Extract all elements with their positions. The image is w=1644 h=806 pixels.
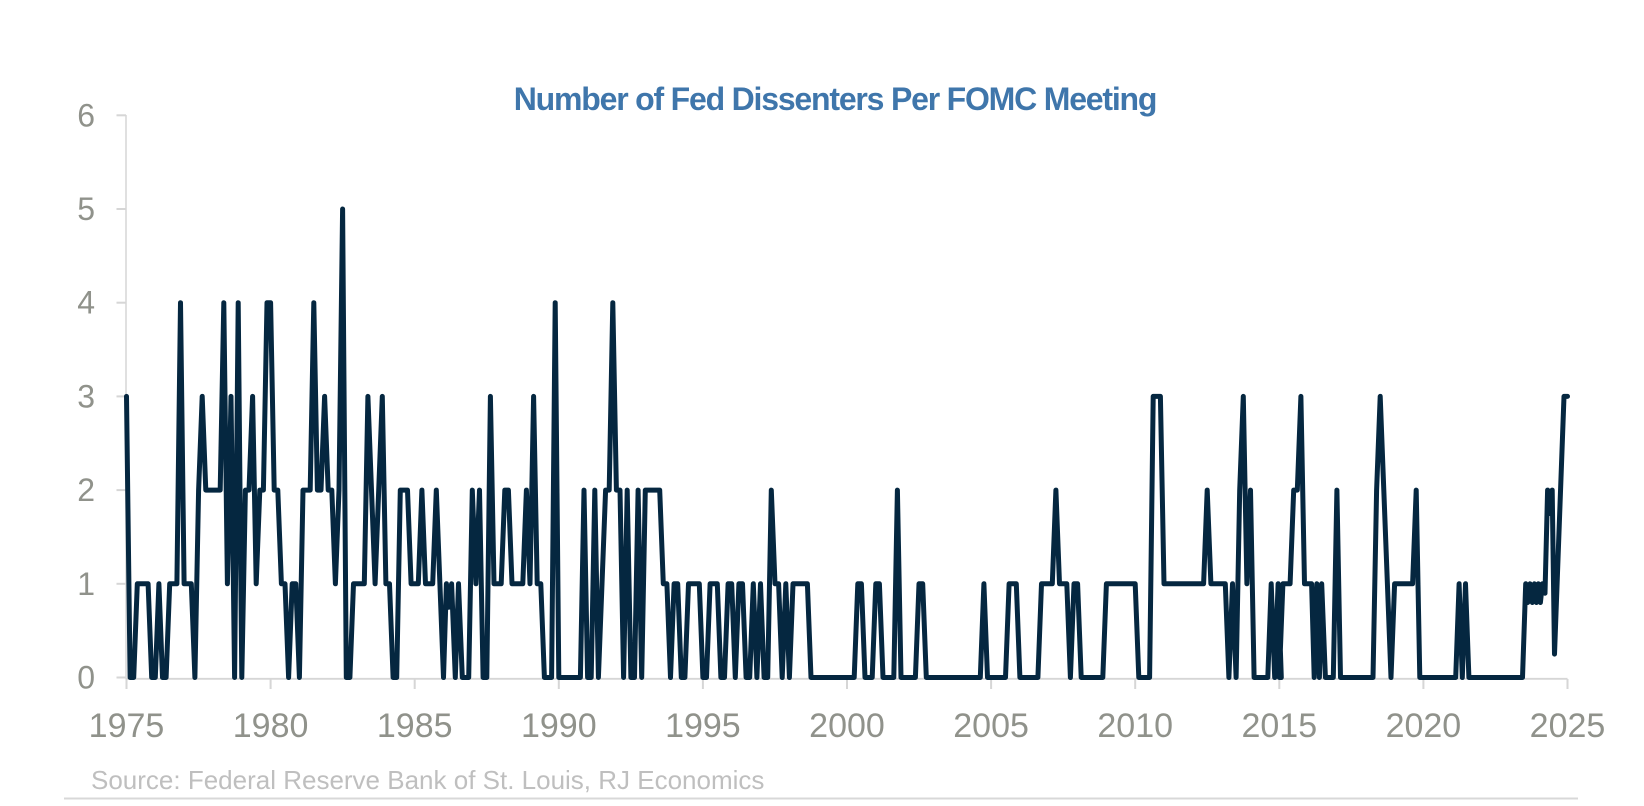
svg-text:1990: 1990 — [521, 707, 597, 745]
svg-text:6: 6 — [77, 97, 95, 133]
svg-text:2015: 2015 — [1241, 707, 1317, 745]
svg-text:2005: 2005 — [953, 707, 1029, 745]
svg-text:2020: 2020 — [1386, 707, 1462, 745]
svg-text:4: 4 — [77, 285, 95, 321]
svg-text:3: 3 — [77, 378, 95, 414]
svg-text:Number of Fed Dissenters Per F: Number of Fed Dissenters Per FOMC Meetin… — [514, 81, 1156, 117]
svg-text:1975: 1975 — [89, 707, 165, 745]
svg-text:5: 5 — [77, 191, 95, 227]
svg-text:1980: 1980 — [233, 707, 309, 745]
svg-text:1: 1 — [77, 566, 95, 602]
svg-text:Source: Federal Reserve Bank o: Source: Federal Reserve Bank of St. Loui… — [91, 765, 764, 795]
svg-text:2000: 2000 — [809, 707, 885, 745]
svg-text:1985: 1985 — [377, 707, 453, 745]
svg-text:0: 0 — [77, 660, 95, 696]
svg-text:2025: 2025 — [1530, 707, 1606, 745]
svg-text:2010: 2010 — [1097, 707, 1173, 745]
svg-text:2: 2 — [77, 472, 95, 508]
svg-text:1995: 1995 — [665, 707, 741, 745]
